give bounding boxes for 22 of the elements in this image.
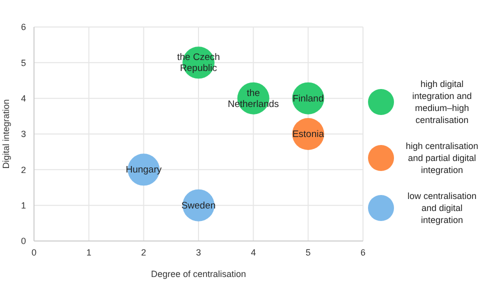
annotation: Estonia — [292, 129, 325, 140]
x-tick-label: 4 — [250, 247, 256, 258]
x-tick-label: 0 — [31, 247, 37, 258]
y-tick-label: 0 — [20, 236, 26, 246]
y-axis-title: Digital integration — [1, 99, 12, 169]
text: high digital integration and medium–high centralisation — [411, 78, 473, 126]
x-axis-title: Degree of centralisation — [150, 269, 246, 279]
text: low centralisation and digital integration — [406, 190, 478, 226]
y-tick-label: 6 — [20, 22, 26, 32]
y-tick-label: 3 — [20, 129, 26, 140]
annotation: Finland — [292, 93, 324, 104]
x-tick-label: 3 — [196, 247, 202, 258]
y-tick-label: 5 — [20, 58, 26, 68]
y-tick-label: 1 — [20, 200, 26, 211]
x-tick-label: 2 — [141, 247, 146, 258]
y-tick-label: 2 — [20, 164, 26, 175]
y-tick-label: 4 — [20, 94, 26, 104]
text: high centralisation and partial digital integration — [404, 140, 480, 176]
x-tick-label: 6 — [360, 247, 366, 258]
x-tick-label: 1 — [86, 247, 92, 258]
annotation: Sweden — [181, 200, 216, 212]
x-tick-label: 5 — [306, 247, 311, 258]
